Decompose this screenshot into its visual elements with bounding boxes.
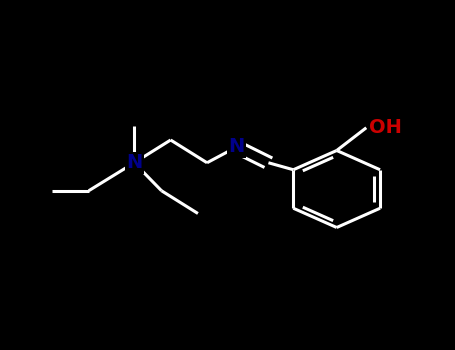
- Text: N: N: [228, 138, 245, 156]
- Text: OH: OH: [369, 118, 401, 136]
- Text: N: N: [126, 153, 142, 172]
